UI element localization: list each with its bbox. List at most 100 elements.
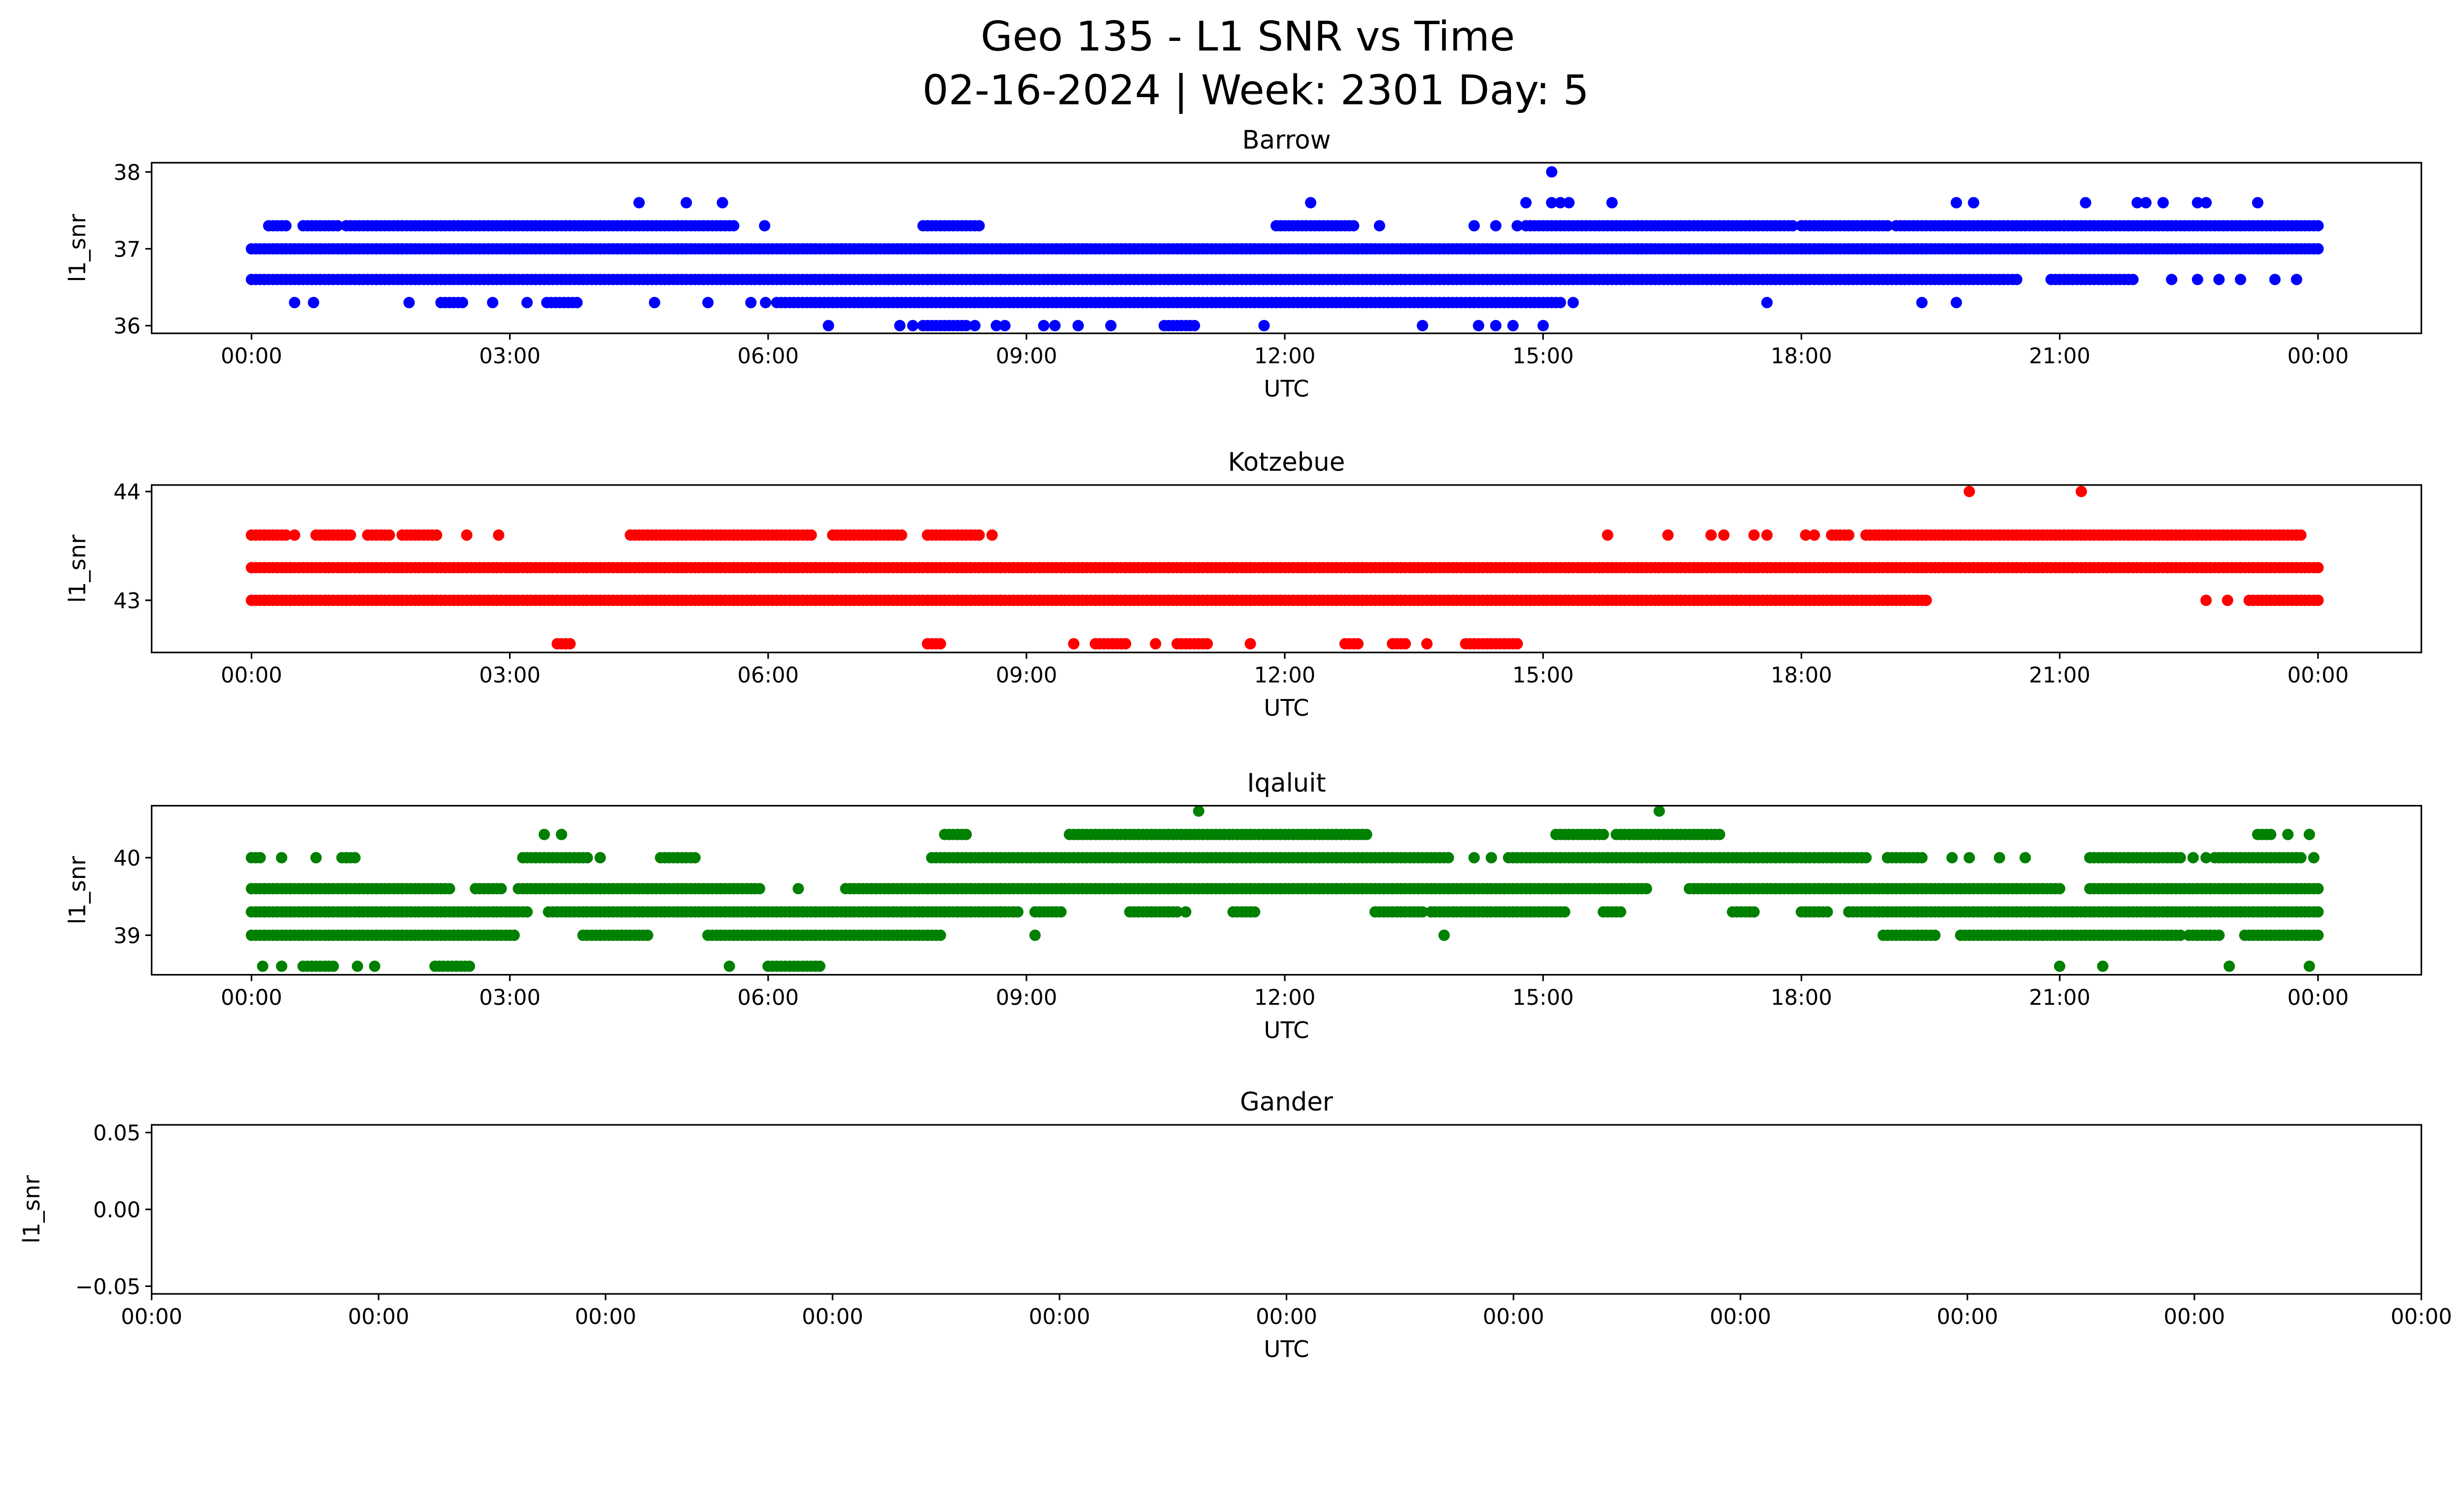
data-point — [257, 960, 269, 972]
data-point — [1860, 852, 1872, 864]
data-point — [1520, 197, 1532, 209]
x-tick-label: 18:00 — [1771, 985, 1832, 1010]
x-tick-label: 00:00 — [1937, 1305, 1998, 1329]
data-point — [973, 220, 985, 232]
data-point — [1916, 297, 1928, 309]
data-point — [2019, 852, 2031, 864]
figure: Geo 135 - L1 SNR vs Time 02-16-2024 | We… — [18, 13, 2452, 1363]
data-point — [2312, 906, 2324, 918]
data-point — [2187, 852, 2199, 864]
x-tick-label: 18:00 — [1771, 663, 1832, 688]
data-point — [1373, 220, 1385, 232]
x-axis-label: UTC — [1264, 1336, 1309, 1362]
data-point — [538, 829, 550, 840]
data-point — [1012, 906, 1024, 918]
data-point — [792, 883, 804, 895]
data-point — [1606, 197, 1618, 209]
data-point — [403, 297, 415, 309]
data-point — [986, 529, 998, 541]
data-point — [894, 320, 906, 332]
data-point — [1068, 638, 1080, 650]
data-point — [332, 220, 343, 232]
data-point — [1882, 220, 1893, 232]
data-point — [2312, 594, 2324, 606]
data-point — [1951, 297, 1962, 309]
data-point — [1171, 906, 1183, 918]
data-point — [745, 297, 757, 309]
subplot-title: Iqaluit — [1247, 768, 1326, 798]
data-point — [1421, 638, 1433, 650]
data-point — [681, 197, 692, 209]
x-tick-label: 00:00 — [1710, 1305, 1771, 1329]
y-tick-label: 44 — [113, 480, 140, 505]
data-point — [689, 852, 701, 864]
data-point — [2312, 220, 2324, 232]
data-point — [1963, 852, 1975, 864]
x-tick-label: 03:00 — [479, 344, 541, 369]
data-point — [1718, 529, 1730, 541]
data-point — [1929, 929, 1941, 941]
data-point — [2174, 929, 2186, 941]
data-point — [1193, 805, 1204, 817]
data-point — [633, 197, 645, 209]
x-tick-label: 03:00 — [479, 985, 541, 1010]
data-point — [1916, 852, 1928, 864]
subplots: Barrow 00:00 03:00 06:00 09:00 12:00 15:00 18:0… — [18, 125, 2452, 1362]
data-point — [2166, 274, 2178, 285]
data-point — [2127, 274, 2139, 285]
data-point — [1049, 320, 1061, 332]
data-point — [1993, 852, 2005, 864]
data-point — [2200, 594, 2212, 606]
y-tick-label: 0.00 — [93, 1198, 140, 1223]
x-tick-label: 15:00 — [1512, 985, 1574, 1010]
data-point — [728, 220, 740, 232]
data-point — [2191, 274, 2203, 285]
data-point — [1472, 320, 1484, 332]
data-point — [275, 852, 288, 864]
data-point — [369, 960, 380, 972]
data-point — [969, 320, 981, 332]
data-point — [1468, 852, 1480, 864]
data-point — [1597, 829, 1609, 840]
data-point — [1567, 297, 1579, 309]
data-point — [1963, 486, 1975, 497]
data-point — [349, 852, 361, 864]
x-tick-label: 15:00 — [1512, 344, 1574, 369]
y-tick-label: 36 — [113, 314, 140, 339]
data-point — [1761, 529, 1773, 541]
x-tick-label: 09:00 — [996, 344, 1058, 369]
data-point — [1305, 197, 1317, 209]
data-point — [1468, 220, 1480, 232]
x-tick-label: 06:00 — [737, 663, 799, 688]
data-point — [1787, 220, 1799, 232]
data-point — [895, 529, 908, 541]
x-tick-label: 21:00 — [2029, 663, 2090, 688]
data-point — [1438, 929, 1450, 941]
y-tick-label: 37 — [113, 238, 140, 262]
data-point — [1843, 529, 1855, 541]
y-tick-label: 40 — [113, 846, 140, 871]
data-point — [1105, 320, 1117, 332]
data-point — [508, 929, 520, 941]
data-point — [2222, 594, 2233, 606]
data-point — [999, 320, 1011, 332]
x-tick-label: 21:00 — [2029, 344, 2090, 369]
data-point — [2312, 883, 2324, 895]
data-point — [2252, 197, 2263, 209]
x-tick-label: 12:00 — [1254, 985, 1316, 1010]
data-point — [495, 883, 507, 895]
data-point — [1352, 638, 1364, 650]
chart-title: Geo 135 - L1 SNR vs Time — [981, 13, 1515, 61]
y-tick-label: 0.05 — [93, 1121, 140, 1146]
data-point — [327, 960, 339, 972]
data-points — [245, 486, 2324, 650]
data-point — [1416, 320, 1429, 332]
data-point — [1348, 220, 1360, 232]
x-tick-label: 15:00 — [1512, 663, 1574, 688]
data-point — [1968, 197, 1980, 209]
data-point — [444, 883, 455, 895]
data-point — [1748, 906, 1760, 918]
data-point — [275, 960, 288, 972]
x-tick-label: 06:00 — [737, 344, 799, 369]
x-tick-label: 12:00 — [1254, 663, 1316, 688]
